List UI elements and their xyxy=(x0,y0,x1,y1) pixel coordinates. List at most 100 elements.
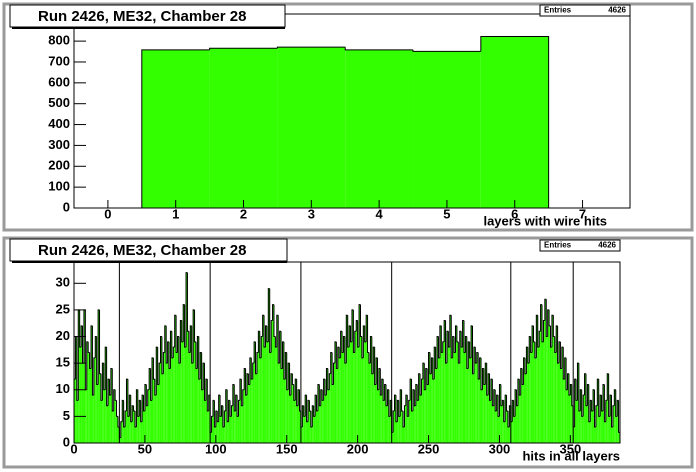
bar xyxy=(167,341,170,443)
bar xyxy=(113,389,116,443)
bar-outline xyxy=(466,336,469,369)
bar xyxy=(127,416,130,443)
x-tick-label: 3 xyxy=(308,206,315,221)
bar xyxy=(218,395,221,443)
bar xyxy=(428,352,430,443)
bar-outline xyxy=(111,368,114,412)
bar xyxy=(410,379,412,443)
bar-outline xyxy=(242,389,245,406)
bar xyxy=(502,400,504,443)
bar-outline xyxy=(394,394,396,412)
bar xyxy=(551,315,554,443)
bar xyxy=(330,352,333,443)
bar xyxy=(235,395,238,443)
bar xyxy=(244,368,246,443)
x-tick-label: 6 xyxy=(511,206,518,221)
bar-outline xyxy=(196,336,199,369)
bar xyxy=(126,379,128,443)
bar xyxy=(255,373,257,443)
bar-outline xyxy=(384,383,386,401)
y-tick-label: 30 xyxy=(56,275,70,290)
bar-outline xyxy=(270,320,273,353)
bar-outline xyxy=(327,368,330,391)
bar xyxy=(617,400,619,443)
bar xyxy=(554,352,557,443)
bar-outline xyxy=(602,383,605,412)
bar xyxy=(157,384,160,443)
bar xyxy=(110,368,113,443)
bar-outline xyxy=(567,373,569,390)
y-tick-label: 20 xyxy=(56,328,70,343)
bar xyxy=(485,363,487,443)
stats-box xyxy=(539,239,621,252)
bar xyxy=(418,373,421,443)
bar xyxy=(319,405,321,443)
y-tick-label: 100 xyxy=(48,179,70,194)
bar-outline xyxy=(408,399,411,417)
bar xyxy=(261,336,263,443)
bar-outline xyxy=(369,336,372,364)
bar xyxy=(96,384,99,443)
bar xyxy=(378,368,381,443)
bar xyxy=(239,379,242,443)
bar xyxy=(559,341,561,443)
bar-outline xyxy=(124,410,127,428)
bar xyxy=(429,373,432,443)
bar-outline xyxy=(226,389,229,423)
bar xyxy=(618,432,620,443)
bar xyxy=(254,341,256,443)
bar xyxy=(191,363,194,443)
bar xyxy=(176,352,178,443)
bar xyxy=(444,320,446,443)
bar-outline xyxy=(498,383,501,417)
bar xyxy=(345,49,414,208)
bar xyxy=(86,341,89,443)
bar-outline xyxy=(290,373,293,396)
bar xyxy=(524,373,527,443)
bar xyxy=(522,384,524,443)
bar-outline xyxy=(525,346,528,374)
bar xyxy=(329,373,331,443)
bar xyxy=(194,341,196,443)
bar-outline xyxy=(280,331,283,369)
bar-outline xyxy=(551,314,554,348)
bar-outline xyxy=(273,304,276,338)
bar-outline xyxy=(147,389,150,406)
bar xyxy=(344,363,347,443)
bar xyxy=(282,341,284,443)
bar xyxy=(152,357,154,443)
bar-outline xyxy=(418,373,421,401)
bar xyxy=(516,405,518,443)
bar xyxy=(449,315,452,443)
bar xyxy=(390,400,392,443)
bar xyxy=(400,389,402,443)
bar xyxy=(154,395,157,443)
bar xyxy=(610,395,612,443)
bar xyxy=(170,331,172,443)
bar-outline xyxy=(559,341,562,369)
bar-outline xyxy=(603,384,606,423)
bar xyxy=(336,368,338,443)
bar-outline xyxy=(565,357,568,391)
bar xyxy=(343,336,345,443)
bar xyxy=(203,363,205,443)
bar xyxy=(570,384,572,443)
bar-outline xyxy=(182,304,185,342)
bar-outline xyxy=(605,399,608,422)
bar xyxy=(437,336,439,443)
bar xyxy=(427,384,429,443)
bar xyxy=(123,427,126,443)
bar xyxy=(209,48,278,208)
bar xyxy=(607,373,609,443)
bar-outline xyxy=(311,405,314,428)
bar xyxy=(359,304,361,443)
bar xyxy=(256,352,259,443)
bar xyxy=(439,325,442,443)
bar xyxy=(190,325,192,443)
y-tick-label: 5 xyxy=(63,408,70,423)
bar xyxy=(93,357,96,443)
chart-title: Run 2426, ME32, Chamber 28 xyxy=(38,8,246,25)
stats-box xyxy=(539,4,631,17)
bar xyxy=(454,352,456,443)
bar-outline xyxy=(359,304,362,338)
